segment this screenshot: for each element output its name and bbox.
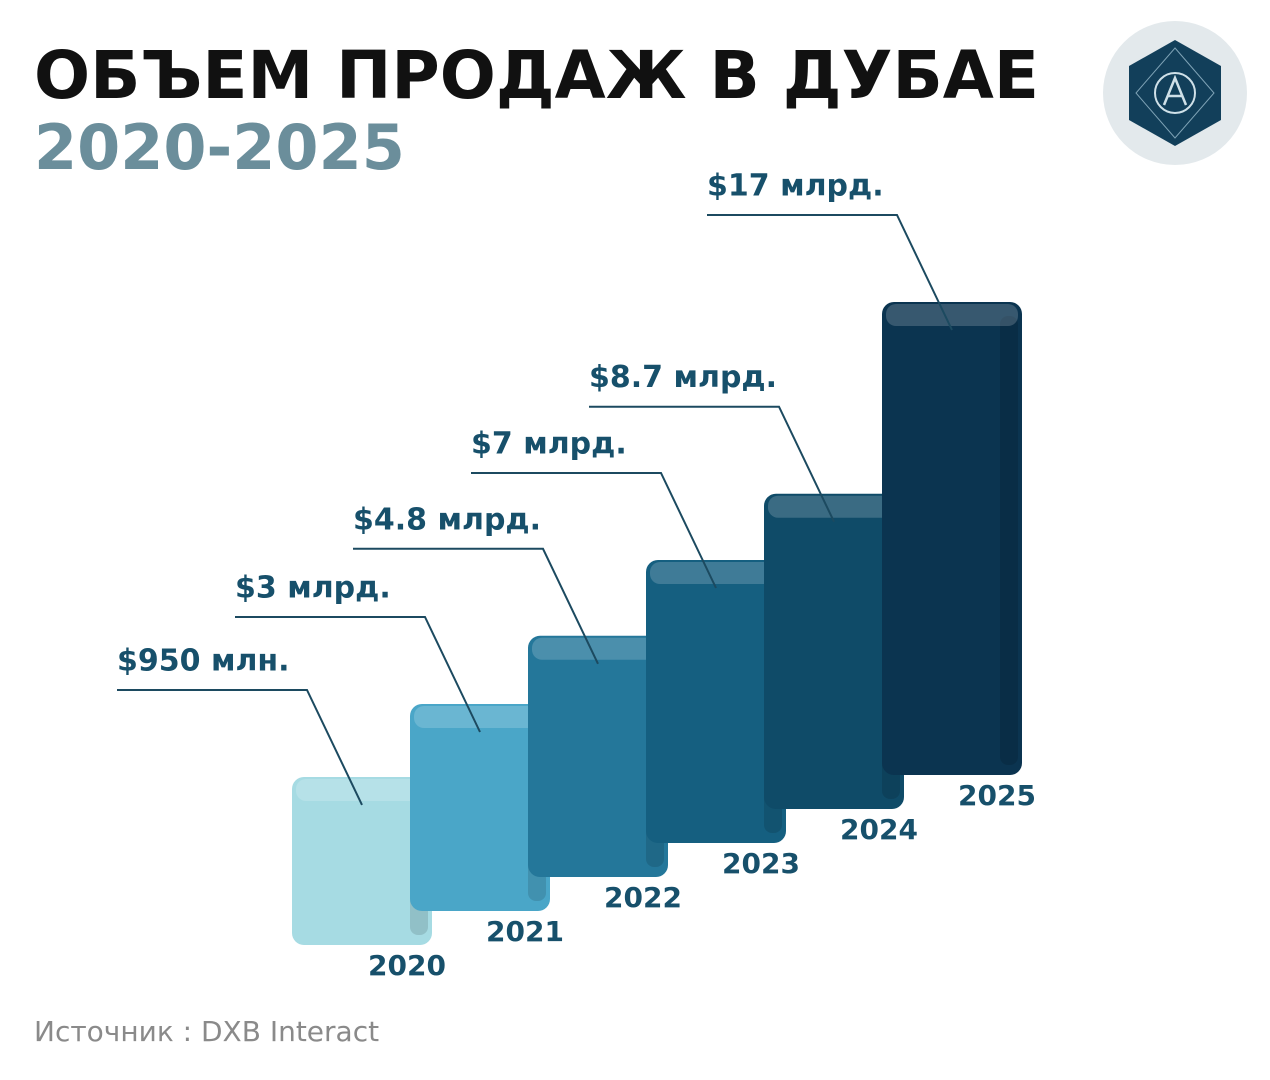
x-tick-label: 2020 [368, 949, 446, 982]
bar-side [1000, 316, 1018, 765]
bar-top [414, 706, 546, 728]
value-label: $950 млн. [117, 643, 290, 678]
value-label: $3 млрд. [235, 571, 391, 606]
leader-line [235, 616, 481, 733]
chart-title: ОБЪЕМ ПРОДАЖ В ДУБАЕ [34, 37, 1039, 114]
bar [882, 302, 1022, 775]
leader-line [707, 214, 953, 331]
bar [764, 493, 904, 809]
x-tick-label: 2025 [958, 779, 1036, 812]
bar [646, 560, 786, 843]
bar [410, 704, 550, 911]
value-label: $4.8 млрд. [353, 502, 541, 537]
x-tick-label: 2021 [486, 915, 564, 948]
logo [1103, 21, 1247, 165]
bar-top [296, 778, 428, 801]
bar [528, 635, 668, 877]
value-label: $8.7 млрд. [589, 360, 777, 395]
leader-line [117, 688, 363, 806]
leader-line [353, 547, 599, 665]
bar-top [532, 637, 664, 660]
bar-top [886, 304, 1018, 326]
bar-top [650, 562, 782, 584]
x-tick-label: 2024 [840, 813, 918, 846]
x-tick-label: 2023 [722, 847, 800, 880]
x-tick-label: 2022 [604, 881, 682, 914]
value-label: $17 млрд. [707, 169, 884, 204]
leader-line [589, 405, 835, 523]
chart-subtitle: 2020-2025 [34, 111, 405, 184]
bar-top [768, 495, 900, 518]
source-note: Источник : DXB Interact [34, 1015, 379, 1048]
value-label: $7 млрд. [471, 427, 627, 462]
bar [292, 776, 432, 945]
leader-line [471, 472, 717, 589]
